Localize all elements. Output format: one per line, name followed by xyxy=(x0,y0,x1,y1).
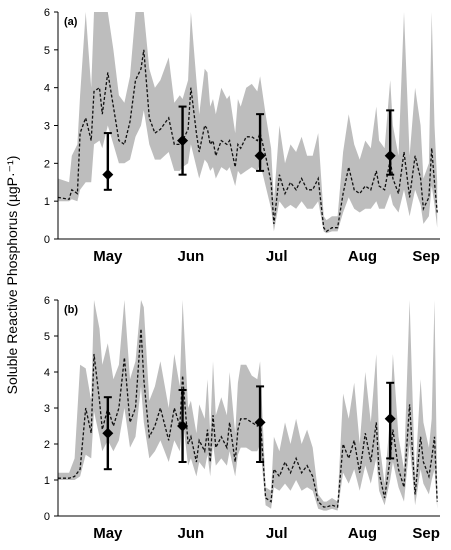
plot-area xyxy=(58,300,438,511)
y-tick-label: 2 xyxy=(44,439,50,451)
observation-point xyxy=(254,385,266,463)
y-tick-label: 6 xyxy=(44,7,50,19)
y-tick-label: 4 xyxy=(44,367,50,379)
x-tick-label: May xyxy=(93,248,123,265)
observation-point xyxy=(177,389,189,463)
y-tick-label: 1 xyxy=(44,196,50,208)
diamond-marker xyxy=(384,413,396,425)
observation-point xyxy=(102,132,114,191)
model-line xyxy=(58,328,438,508)
observation-point xyxy=(384,381,396,460)
range-band xyxy=(58,300,438,511)
panel-label: (a) xyxy=(64,16,78,28)
panel-label: (b) xyxy=(64,304,78,316)
x-tick-label: Jun xyxy=(178,248,205,265)
model-line xyxy=(58,49,438,233)
x-tick-label: Aug xyxy=(348,248,377,265)
diamond-marker xyxy=(177,420,189,432)
y-tick-label: 1 xyxy=(44,475,50,487)
y-tick-label: 0 xyxy=(44,234,50,246)
diamond-marker xyxy=(102,427,114,439)
x-tick-label: Jul xyxy=(266,525,288,542)
panel-a: 0 1 2 3 4 5 6 May Jun Jul Aug Sep (a) xyxy=(44,7,440,265)
y-tick-label: 5 xyxy=(44,331,50,343)
x-tick-label: Sep xyxy=(412,248,440,265)
x-tick-label: May xyxy=(93,525,123,542)
observation-point xyxy=(177,105,189,176)
diamond-marker xyxy=(254,416,266,428)
diamond-marker xyxy=(254,150,266,162)
plot-area xyxy=(58,12,438,234)
panel-b: 0 1 2 3 4 5 6 May Jun Jul Aug Sep (b) xyxy=(44,295,440,542)
diamond-marker xyxy=(102,169,114,181)
x-tick-label: Jun xyxy=(178,525,205,542)
observation-point xyxy=(254,113,266,172)
diamond-marker xyxy=(384,150,396,162)
diamond-marker xyxy=(177,135,189,147)
x-tick-label: Jul xyxy=(266,248,288,265)
y-tick-label: 2 xyxy=(44,158,50,170)
y-axis-label: Soluble Reactive Phosphorus (µgP·⁻¹) xyxy=(4,156,20,395)
y-tick-label: 3 xyxy=(44,403,50,415)
y-tick-label: 4 xyxy=(44,83,50,95)
y-tick-label: 5 xyxy=(44,45,50,57)
x-tick-label: Sep xyxy=(412,525,440,542)
range-band xyxy=(58,12,438,234)
observation-point xyxy=(384,109,396,176)
y-tick-label: 0 xyxy=(44,511,50,523)
x-tick-label: Aug xyxy=(348,525,377,542)
observation-point xyxy=(102,396,114,471)
y-tick-label: 6 xyxy=(44,295,50,307)
y-tick-label: 3 xyxy=(44,121,50,133)
